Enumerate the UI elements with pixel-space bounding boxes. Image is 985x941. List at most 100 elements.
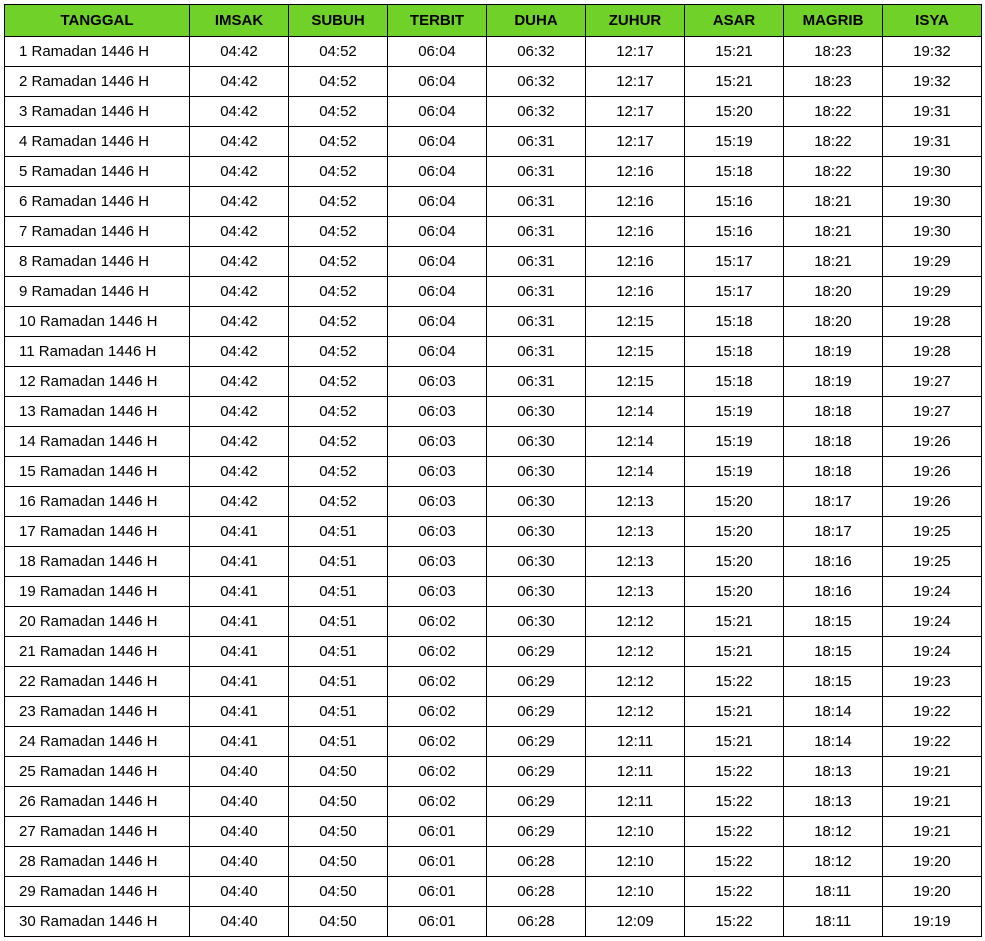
time-cell: 18:12: [784, 847, 883, 877]
time-cell: 04:51: [289, 667, 388, 697]
time-cell: 15:21: [685, 37, 784, 67]
table-row: 18 Ramadan 1446 H04:4104:5106:0306:3012:…: [5, 547, 982, 577]
time-cell: 06:28: [487, 847, 586, 877]
table-row: 20 Ramadan 1446 H04:4104:5106:0206:3012:…: [5, 607, 982, 637]
table-row: 3 Ramadan 1446 H04:4204:5206:0406:3212:1…: [5, 97, 982, 127]
time-cell: 19:30: [883, 187, 982, 217]
time-cell: 04:40: [190, 757, 289, 787]
time-cell: 06:03: [388, 517, 487, 547]
time-cell: 06:04: [388, 217, 487, 247]
time-cell: 12:13: [586, 577, 685, 607]
time-cell: 06:04: [388, 247, 487, 277]
time-cell: 04:42: [190, 307, 289, 337]
time-cell: 18:21: [784, 247, 883, 277]
time-cell: 04:41: [190, 577, 289, 607]
time-cell: 12:09: [586, 907, 685, 937]
time-cell: 19:21: [883, 817, 982, 847]
time-cell: 06:04: [388, 37, 487, 67]
date-cell: 6 Ramadan 1446 H: [5, 187, 190, 217]
time-cell: 19:20: [883, 847, 982, 877]
time-cell: 18:16: [784, 577, 883, 607]
time-cell: 12:17: [586, 37, 685, 67]
time-cell: 06:01: [388, 877, 487, 907]
date-cell: 10 Ramadan 1446 H: [5, 307, 190, 337]
date-cell: 20 Ramadan 1446 H: [5, 607, 190, 637]
time-cell: 12:13: [586, 487, 685, 517]
table-row: 11 Ramadan 1446 H04:4204:5206:0406:3112:…: [5, 337, 982, 367]
date-cell: 7 Ramadan 1446 H: [5, 217, 190, 247]
time-cell: 04:41: [190, 697, 289, 727]
time-cell: 12:14: [586, 397, 685, 427]
col-header-tanggal: TANGGAL: [5, 5, 190, 37]
time-cell: 18:22: [784, 157, 883, 187]
time-cell: 06:03: [388, 577, 487, 607]
time-cell: 12:16: [586, 277, 685, 307]
table-row: 5 Ramadan 1446 H04:4204:5206:0406:3112:1…: [5, 157, 982, 187]
time-cell: 04:52: [289, 457, 388, 487]
time-cell: 19:22: [883, 697, 982, 727]
col-header-imsak: IMSAK: [190, 5, 289, 37]
time-cell: 06:31: [487, 157, 586, 187]
time-cell: 06:30: [487, 487, 586, 517]
time-cell: 04:51: [289, 547, 388, 577]
table-row: 13 Ramadan 1446 H04:4204:5206:0306:3012:…: [5, 397, 982, 427]
time-cell: 04:42: [190, 127, 289, 157]
time-cell: 06:03: [388, 427, 487, 457]
time-cell: 15:19: [685, 457, 784, 487]
table-row: 25 Ramadan 1446 H04:4004:5006:0206:2912:…: [5, 757, 982, 787]
time-cell: 19:19: [883, 907, 982, 937]
time-cell: 06:03: [388, 487, 487, 517]
time-cell: 04:42: [190, 457, 289, 487]
time-cell: 18:18: [784, 397, 883, 427]
time-cell: 12:17: [586, 127, 685, 157]
time-cell: 18:17: [784, 517, 883, 547]
time-cell: 12:16: [586, 157, 685, 187]
time-cell: 06:29: [487, 757, 586, 787]
time-cell: 06:30: [487, 397, 586, 427]
time-cell: 04:52: [289, 427, 388, 457]
time-cell: 06:30: [487, 577, 586, 607]
date-cell: 9 Ramadan 1446 H: [5, 277, 190, 307]
time-cell: 19:21: [883, 757, 982, 787]
time-cell: 12:16: [586, 187, 685, 217]
date-cell: 15 Ramadan 1446 H: [5, 457, 190, 487]
table-row: 23 Ramadan 1446 H04:4104:5106:0206:2912:…: [5, 697, 982, 727]
time-cell: 12:10: [586, 877, 685, 907]
time-cell: 19:22: [883, 727, 982, 757]
time-cell: 15:20: [685, 577, 784, 607]
time-cell: 04:42: [190, 337, 289, 367]
time-cell: 15:20: [685, 97, 784, 127]
time-cell: 06:31: [487, 277, 586, 307]
table-row: 21 Ramadan 1446 H04:4104:5106:0206:2912:…: [5, 637, 982, 667]
time-cell: 15:20: [685, 487, 784, 517]
time-cell: 06:02: [388, 667, 487, 697]
time-cell: 06:03: [388, 457, 487, 487]
time-cell: 19:31: [883, 127, 982, 157]
time-cell: 06:31: [487, 217, 586, 247]
time-cell: 04:52: [289, 247, 388, 277]
time-cell: 15:22: [685, 757, 784, 787]
time-cell: 04:50: [289, 817, 388, 847]
time-cell: 18:14: [784, 697, 883, 727]
time-cell: 15:20: [685, 517, 784, 547]
time-cell: 04:40: [190, 847, 289, 877]
time-cell: 06:03: [388, 367, 487, 397]
table-row: 1 Ramadan 1446 H04:4204:5206:0406:3212:1…: [5, 37, 982, 67]
time-cell: 06:28: [487, 877, 586, 907]
time-cell: 06:04: [388, 97, 487, 127]
time-cell: 18:21: [784, 217, 883, 247]
date-cell: 17 Ramadan 1446 H: [5, 517, 190, 547]
time-cell: 04:52: [289, 37, 388, 67]
time-cell: 04:50: [289, 847, 388, 877]
time-cell: 06:32: [487, 37, 586, 67]
time-cell: 04:52: [289, 487, 388, 517]
table-row: 28 Ramadan 1446 H04:4004:5006:0106:2812:…: [5, 847, 982, 877]
time-cell: 18:15: [784, 637, 883, 667]
time-cell: 04:52: [289, 67, 388, 97]
time-cell: 19:24: [883, 637, 982, 667]
time-cell: 04:51: [289, 637, 388, 667]
time-cell: 19:30: [883, 157, 982, 187]
time-cell: 15:21: [685, 607, 784, 637]
time-cell: 06:02: [388, 697, 487, 727]
time-cell: 12:15: [586, 367, 685, 397]
